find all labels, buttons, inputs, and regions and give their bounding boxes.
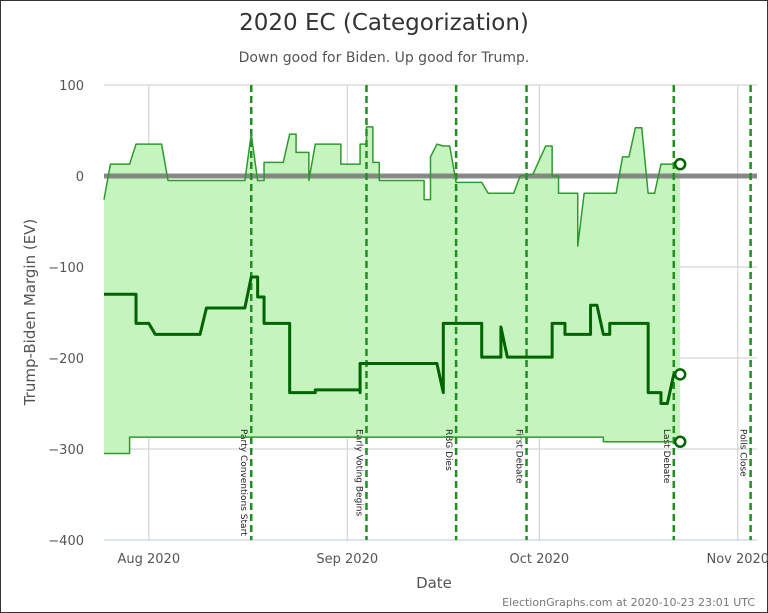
x-tick-label: Sep 2020 [316,552,378,567]
series-line-lower [104,436,681,455]
series-line-upper [103,126,681,247]
event-label: Party Conventions Start [238,429,248,536]
event-label: Early Voting Begins [353,429,363,516]
x-tick-label: Oct 2020 [509,552,569,567]
x-axis-ticks: Aug 2020 Sep 2020 Oct 2020 Nov 2020 [118,552,768,567]
x-tick-label: Aug 2020 [118,552,181,567]
chart-title: 2020 EC (Categorization) [239,10,529,36]
event-label: Last Debate [661,429,671,484]
event-label: First Debate [514,429,524,484]
y-axis-ticks: 100 0 −100 −200 −300 −400 [48,79,84,549]
x-axis-label: Date [416,574,452,592]
y-tick-label: −400 [48,534,84,549]
x-tick-label: Nov 2020 [706,552,768,567]
y-tick-label: −300 [48,443,84,458]
event-label: Polls Close [738,429,748,477]
end-markers [673,157,687,448]
end-marker-expected [673,368,687,381]
y-tick-label: 100 [59,79,84,94]
footer-credit: ElectionGraphs.com at 2020-10-23 23:01 U… [502,596,755,609]
chart-subtitle: Down good for Biden. Up good for Trump. [239,50,530,66]
y-tick-label: 0 [76,170,84,185]
range-area [104,126,681,454]
series-line-expected [104,275,681,405]
series-lines [103,126,681,455]
range-fill [104,126,681,454]
event-label: RBG Dies [443,429,453,471]
y-axis-label: Trump-Biden Margin (EV) [21,219,39,407]
event-markers: Party Conventions Start Early Voting Begi… [238,85,752,540]
y-tick-label: −200 [48,352,84,367]
end-marker-lower [673,435,687,448]
y-tick-label: −100 [48,261,84,276]
end-marker-upper [673,157,687,171]
